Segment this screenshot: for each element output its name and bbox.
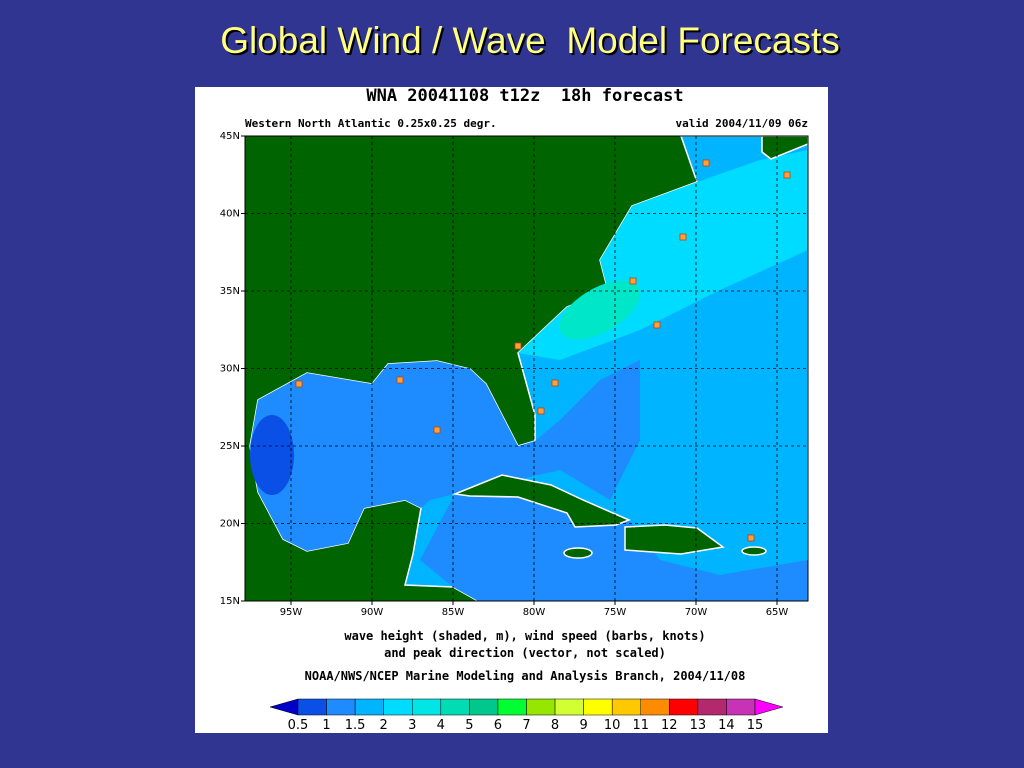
colorbar-label: 3: [408, 718, 416, 733]
figure-header: WNA 20041108 t12z 18h forecast: [366, 86, 683, 106]
lat-label: 35N: [220, 286, 240, 297]
valid-label: valid 2004/11/09 06z: [676, 117, 808, 130]
colorbar-segment: [354, 698, 384, 716]
colorbar-label: 14: [718, 718, 735, 733]
colorbar-label: 4: [437, 718, 445, 733]
colorbar-segment: [440, 698, 470, 716]
colorbar-segment: [497, 698, 527, 716]
jamaica: [563, 547, 593, 559]
colorbar-segment: [726, 698, 756, 716]
low-wave-area: [250, 415, 294, 495]
colorbar: 0.5 1 1.5 2 3 4 5 6 7 8 9 10 11 12 13 14 15: [269, 698, 784, 733]
lat-label: 30N: [220, 364, 240, 375]
lon-label: 80W: [523, 607, 546, 618]
caption-line: wave height (shaded, m), wind speed (bar…: [344, 629, 705, 643]
gulf-waves: [250, 360, 640, 551]
lat-label: 40N: [220, 209, 240, 220]
high-wave-area: [559, 280, 641, 340]
colorbar-segment: [611, 698, 641, 716]
lon-label: 75W: [604, 607, 627, 618]
colorbar-segment: [469, 698, 499, 716]
lat-label: 25N: [220, 441, 240, 452]
colorbar-segment: [326, 698, 356, 716]
lat-label: 20N: [220, 519, 240, 530]
colorbar-label: 5: [465, 718, 473, 733]
colorbar-label: 10: [604, 718, 621, 733]
cuba: [452, 474, 631, 528]
colorbar-segment: [583, 698, 613, 716]
colorbar-segment: [554, 698, 584, 716]
slide-title: Global Wind / Wave Model Forecasts: [220, 20, 840, 61]
colorbar-label: 2: [380, 718, 388, 733]
lon-label: 70W: [685, 607, 708, 618]
colorbar-label: 11: [632, 718, 649, 733]
lon-label: 85W: [442, 607, 465, 618]
map: [244, 135, 809, 602]
colorbar-label: 7: [522, 718, 530, 733]
buoys: [295, 159, 791, 542]
colorbar-segment: [297, 698, 327, 716]
caribbean-waves: [420, 475, 808, 601]
region-label: Western North Atlantic 0.25x0.25 degr.: [245, 117, 497, 130]
lon-label: 65W: [766, 607, 789, 618]
title-shadow: Global Wind / Wave Model Forecasts: [222, 22, 842, 63]
colorbar-segment: [383, 698, 413, 716]
colorbar-label: 13: [690, 718, 707, 733]
colorbar-label: 6: [494, 718, 502, 733]
puerto-rico: [741, 546, 767, 556]
lat-label: 15N: [220, 596, 240, 607]
colorbar-segment: [697, 698, 727, 716]
caption-line: and peak direction (vector, not scaled): [384, 646, 666, 660]
colorbar-label: 8: [551, 718, 559, 733]
colorbar-label: 15: [747, 718, 764, 733]
lon-label: 90W: [361, 607, 384, 618]
credit: NOAA/NWS/NCEP Marine Modeling and Analys…: [305, 669, 746, 683]
colorbar-label: 9: [579, 718, 587, 733]
colorbar-segment: [640, 698, 670, 716]
lat-label: 45N: [220, 131, 240, 142]
hispaniola: [624, 524, 725, 555]
colorbar-label: 12: [661, 718, 678, 733]
colorbar-label: 1.5: [345, 718, 366, 733]
colorbar-segment: [669, 698, 699, 716]
colorbar-arrow: [754, 698, 784, 716]
colorbar-label: 1: [322, 718, 330, 733]
colorbar-label: 0.5: [288, 718, 309, 733]
colorbar-segment: [412, 698, 442, 716]
lon-label: 95W: [280, 607, 303, 618]
colorbar-segment: [526, 698, 556, 716]
